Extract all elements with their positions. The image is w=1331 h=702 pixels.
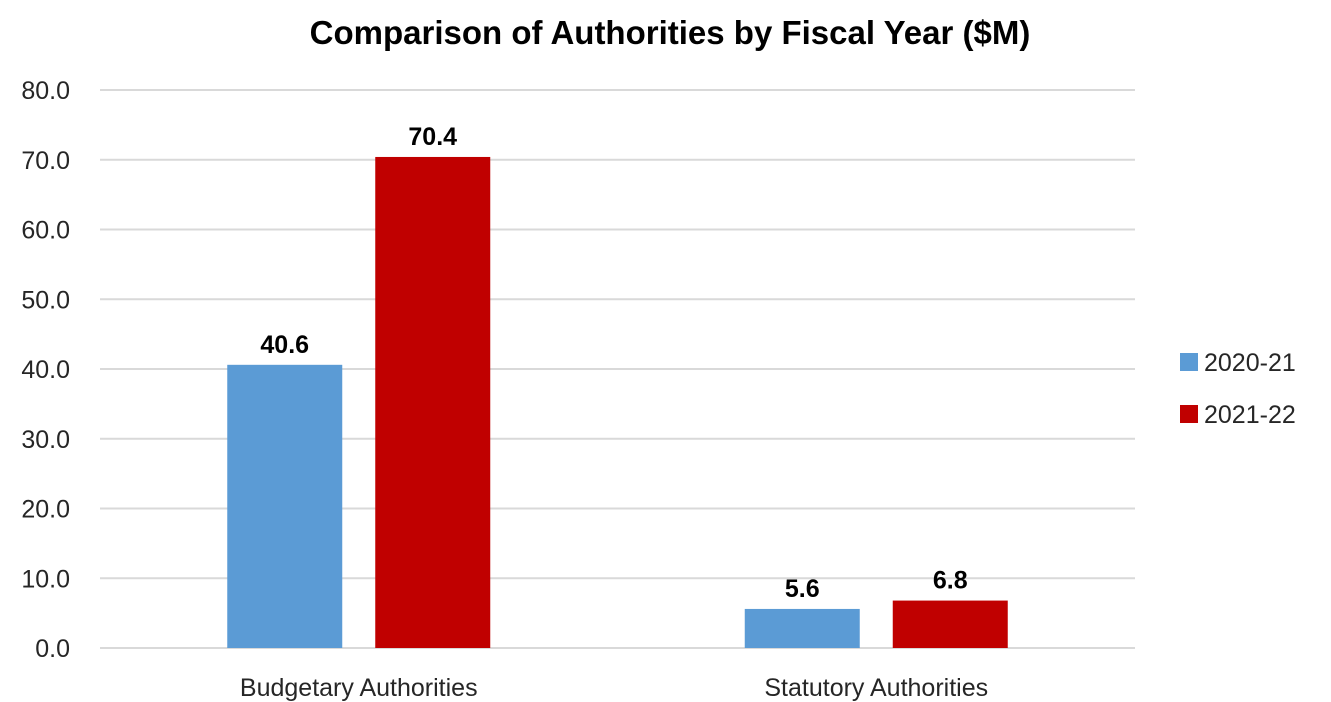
bar-series-1	[227, 364, 343, 648]
legend: 2020-21 2021-22	[1180, 349, 1296, 429]
y-tick-label: 50.0	[21, 286, 70, 314]
y-tick-label: 0.0	[35, 635, 70, 663]
y-tick-label: 30.0	[21, 426, 70, 454]
y-tick-label: 40.0	[21, 356, 70, 384]
bar-series-1	[744, 608, 860, 648]
data-label: 70.4	[408, 123, 457, 151]
bar-series-2	[375, 156, 491, 648]
x-tick-label: Budgetary Authorities	[240, 674, 478, 702]
data-label: 6.8	[933, 567, 968, 595]
legend-swatch	[1180, 353, 1198, 371]
bars	[227, 156, 1008, 648]
legend-label: 2020-21	[1204, 349, 1296, 377]
y-tick-label: 70.0	[21, 147, 70, 175]
bar-series-2	[892, 600, 1008, 648]
y-tick-label: 60.0	[21, 217, 70, 245]
legend-swatch	[1180, 405, 1198, 423]
chart-title: Comparison of Authorities by Fiscal Year…	[310, 14, 1031, 51]
y-tick-label: 80.0	[21, 77, 70, 105]
y-axis-ticks: 0.0 10.0 20.0 30.0 40.0 50.0 60.0 70.0 80.0	[21, 77, 70, 663]
data-label: 5.6	[785, 575, 820, 603]
y-tick-label: 10.0	[21, 565, 70, 593]
y-tick-label: 20.0	[21, 496, 70, 524]
data-label: 40.6	[260, 331, 309, 359]
data-labels: 40.6 70.4 5.6 6.8	[260, 123, 967, 603]
x-axis-ticks: Budgetary Authorities Statutory Authoriti…	[240, 674, 988, 702]
legend-label: 2021-22	[1204, 401, 1296, 429]
x-tick-label: Statutory Authorities	[764, 674, 988, 702]
